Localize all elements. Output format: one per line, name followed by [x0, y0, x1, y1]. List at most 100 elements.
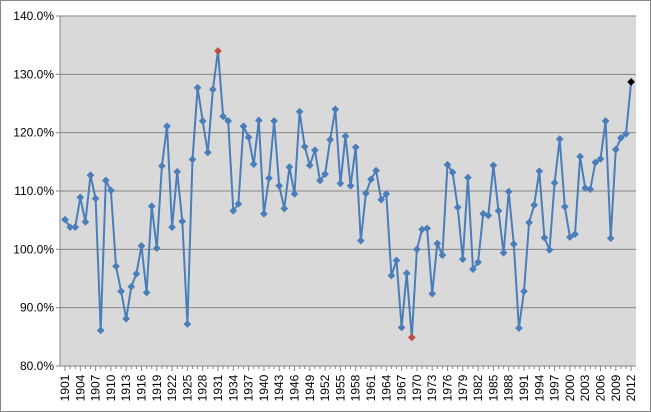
data-point — [397, 323, 406, 332]
data-point — [290, 189, 299, 198]
x-tick-label: 1982 — [471, 374, 485, 401]
data-point — [96, 326, 105, 335]
data-point — [326, 135, 335, 144]
data-point — [622, 129, 630, 138]
x-tick-label: 1979 — [456, 374, 470, 401]
min-data-point — [407, 333, 416, 342]
data-point — [101, 176, 110, 185]
data-point — [208, 85, 217, 94]
data-point — [265, 174, 273, 183]
data-point — [137, 241, 146, 250]
y-tick-label: 140.0% — [13, 9, 54, 23]
data-point — [224, 117, 233, 125]
last-data-point — [627, 77, 636, 86]
data-point — [576, 152, 585, 161]
x-tick-label: 1907 — [89, 374, 103, 401]
data-point — [423, 224, 432, 233]
x-tick-label: 1988 — [502, 374, 516, 401]
x-tick-label: 1994 — [532, 374, 546, 401]
data-point — [331, 105, 340, 114]
data-point — [499, 248, 508, 257]
data-point — [443, 160, 452, 169]
data-point — [132, 269, 141, 278]
data-point — [249, 160, 258, 169]
data-point — [127, 282, 136, 291]
x-tick-label: 1958 — [349, 374, 363, 401]
data-point — [336, 179, 345, 188]
data-point — [270, 117, 279, 125]
data-point — [601, 117, 610, 125]
x-tick-label: 1991 — [517, 374, 531, 401]
data-point — [81, 217, 90, 226]
x-tick-label: 1955 — [333, 374, 347, 401]
x-tick-label: 1928 — [196, 374, 210, 401]
y-tick-label: 130.0% — [13, 67, 54, 81]
y-tick-label: 80.0% — [20, 359, 54, 373]
data-point — [433, 239, 442, 248]
data-point — [280, 204, 289, 213]
data-point — [387, 271, 396, 280]
data-point — [372, 166, 381, 175]
data-point — [504, 187, 513, 196]
x-tick-label: 1967 — [395, 374, 409, 401]
x-tick-label: 1952 — [318, 374, 332, 401]
data-point — [142, 288, 151, 297]
data-point — [117, 287, 126, 296]
y-axis: 80.0% 90.0% 100.0% 110.0% 120.0% 130.0% 140.0% — [13, 9, 61, 373]
data-point — [229, 206, 238, 215]
y-tick-label: 120.0% — [13, 126, 54, 140]
data-point — [310, 146, 319, 155]
x-tick-label: 1985 — [486, 374, 500, 401]
data-point — [316, 176, 324, 185]
data-point — [494, 206, 503, 215]
data-point — [520, 287, 528, 296]
data-point — [356, 236, 365, 245]
data-point — [367, 175, 375, 184]
data-point — [259, 209, 268, 218]
x-tick-label: 1919 — [150, 374, 164, 401]
data-point — [239, 122, 248, 131]
data-point — [203, 148, 212, 157]
data-point — [305, 161, 314, 170]
max-data-point — [214, 47, 222, 55]
data-point — [198, 117, 207, 125]
data-point — [244, 133, 253, 142]
y-tick-label: 90.0% — [20, 301, 54, 315]
x-tick-label: 1973 — [425, 374, 439, 401]
data-point — [183, 320, 192, 328]
data-point — [219, 112, 228, 121]
data-point — [555, 135, 564, 144]
x-tick-label: 2006 — [594, 374, 608, 401]
x-tick-label: 2009 — [609, 374, 623, 401]
data-point — [157, 161, 166, 170]
data-point — [586, 185, 595, 194]
data-point — [611, 145, 620, 154]
data-point — [428, 289, 437, 298]
x-tick-label: 1976 — [441, 374, 455, 401]
data-point — [295, 107, 304, 116]
data-point — [474, 258, 483, 267]
data-point — [560, 202, 569, 211]
data-point — [616, 133, 625, 142]
data-point — [168, 223, 177, 232]
x-tick-label: 1970 — [410, 374, 424, 401]
data-point — [341, 132, 350, 141]
data-point — [285, 163, 294, 172]
series-group — [61, 47, 636, 342]
data-point — [234, 199, 243, 208]
x-tick-label: 1946 — [288, 374, 302, 401]
data-point — [463, 173, 472, 182]
x-tick-label: 2003 — [578, 374, 592, 401]
data-point — [163, 122, 171, 131]
data-point — [71, 223, 80, 232]
data-point — [361, 189, 370, 198]
data-point — [275, 181, 284, 190]
data-point — [571, 230, 579, 239]
data-point — [545, 245, 554, 254]
data-point — [402, 269, 411, 278]
x-axis: 1901 1904 1907 1910 1913 1916 1919 1922 1925 1928… — [58, 365, 638, 401]
x-tick-label: 1922 — [165, 374, 179, 401]
x-tick-label: 1940 — [257, 374, 271, 401]
data-point — [377, 195, 386, 204]
